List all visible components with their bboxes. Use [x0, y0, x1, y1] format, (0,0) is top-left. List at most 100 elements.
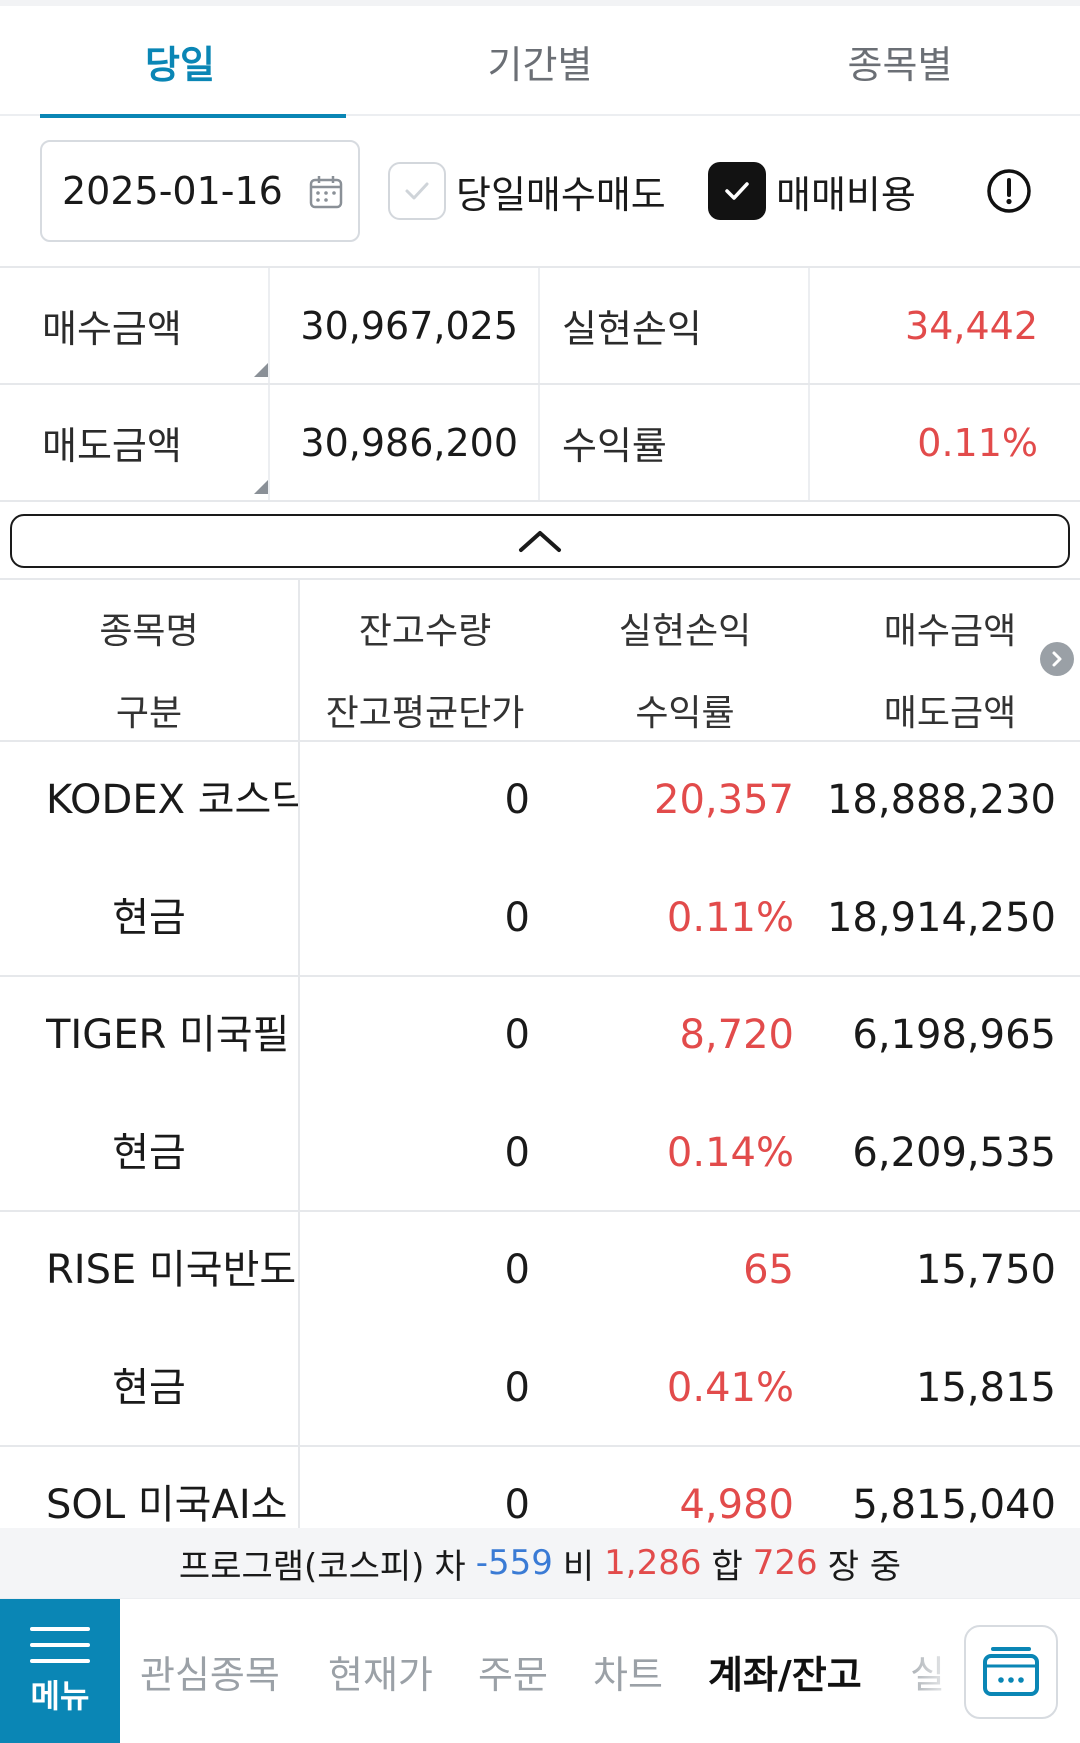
- header-realized-pnl: 실현손익: [618, 611, 752, 652]
- summary-row-buy: 매수금액 30,967,025 실현손익 34,442: [0, 268, 1080, 385]
- trade-type: 현금: [112, 895, 186, 941]
- trade-cost-checkbox[interactable]: [708, 162, 766, 220]
- quick-input-button[interactable]: [964, 1625, 1058, 1719]
- nav-current-price[interactable]: 현재가: [328, 1653, 433, 1697]
- return-rate: 0.41%: [666, 1365, 794, 1411]
- buy-amount-value: 30,967,025: [270, 268, 540, 383]
- stock-name: RISE 미국반도: [46, 1247, 297, 1293]
- header-avg-price: 잔고평균단가: [325, 693, 525, 734]
- buy-amount-label: 매수금액: [42, 307, 182, 351]
- balance-qty: 0: [504, 1247, 530, 1293]
- ticker-nondiff-label: 비: [562, 1546, 595, 1587]
- trade-type: 현금: [112, 1365, 186, 1411]
- sell-amount: 6,209,535: [852, 1130, 1056, 1176]
- header-stock-name: 종목명: [99, 611, 199, 652]
- hamburger-icon: [30, 1626, 90, 1663]
- column-divider: [298, 742, 300, 1528]
- bottom-nav: 메뉴 관심종목 현재가 주문 차트 계좌/잔고 실: [0, 1598, 1080, 1743]
- nav-account-balance[interactable]: 계좌/잔고: [708, 1653, 862, 1697]
- buy-amount: 5,815,040: [852, 1482, 1056, 1528]
- header-type: 구분: [115, 693, 183, 734]
- header-sell-amount: 매도금액: [883, 693, 1017, 734]
- chevron-right-icon: [1052, 651, 1062, 667]
- header-return-rate: 수익률: [635, 693, 735, 734]
- trade-list: KODEX 코스닥 현금 0 0 20,357 0.11% 18,888,230…: [0, 742, 1080, 1528]
- scroll-right-button[interactable]: [1040, 642, 1074, 676]
- ticker-nondiff-value: 1,286: [604, 1543, 702, 1583]
- sell-amount-value: 30,986,200: [270, 385, 540, 500]
- dropdown-corner-icon: [254, 480, 268, 494]
- list-item[interactable]: RISE 미국반도 현금 0 0 65 0.41% 15,750 15,815: [0, 1212, 1080, 1447]
- realized-pnl: 4,980: [679, 1482, 794, 1528]
- column-divider: [298, 580, 300, 744]
- keyboard-icon: [983, 1647, 1039, 1696]
- buy-amount: 6,198,965: [852, 1012, 1056, 1058]
- calendar-icon[interactable]: [308, 174, 344, 210]
- summary-row-sell: 매도금액 30,986,200 수익률 0.11%: [0, 385, 1080, 502]
- balance-qty: 0: [504, 1012, 530, 1058]
- chevron-up-icon: [519, 531, 561, 552]
- buy-amount-label-cell[interactable]: 매수금액: [0, 268, 270, 383]
- return-rate-label: 수익률: [540, 385, 810, 500]
- market-status: 장 중: [827, 1546, 902, 1587]
- status-strip: [0, 0, 1080, 6]
- buy-amount: 18,888,230: [826, 777, 1056, 823]
- filter-row: 2025-01-16 당일매수매도 매매비용: [0, 118, 1080, 268]
- sell-amount: 15,815: [916, 1365, 1056, 1411]
- avg-price: 0: [504, 1130, 530, 1176]
- sell-amount-label: 매도금액: [42, 424, 182, 468]
- ticker-diff-value: -559: [475, 1543, 553, 1583]
- same-day-trade-label[interactable]: 당일매수매도: [456, 172, 666, 217]
- buy-amount: 15,750: [916, 1247, 1056, 1293]
- trade-type: 현금: [112, 1130, 186, 1176]
- realized-pnl: 8,720: [679, 1012, 794, 1058]
- nav-chart[interactable]: 차트: [593, 1653, 663, 1697]
- tab-period[interactable]: 기간별: [487, 42, 593, 87]
- sell-amount: 18,914,250: [826, 895, 1056, 941]
- dropdown-corner-icon: [254, 363, 268, 377]
- ticker-label: 프로그램(코스피): [178, 1546, 425, 1587]
- return-rate: 0.11%: [666, 895, 794, 941]
- nav-order[interactable]: 주문: [478, 1653, 548, 1697]
- tab-today[interactable]: 당일: [0, 6, 360, 118]
- balance-qty: 0: [504, 1482, 530, 1528]
- sell-amount-label-cell[interactable]: 매도금액: [0, 385, 270, 500]
- list-header: 종목명 구분 잔고수량 잔고평균단가 실현손익 수익률 매수금액 매도금액: [0, 578, 1080, 744]
- list-item[interactable]: TIGER 미국필 현금 0 0 8,720 0.14% 6,198,965 6…: [0, 977, 1080, 1212]
- stock-name: SOL 미국AI소: [46, 1482, 288, 1528]
- menu-label: 메뉴: [30, 1676, 90, 1715]
- realized-pnl: 65: [743, 1247, 794, 1293]
- date-value: 2025-01-16: [62, 169, 283, 213]
- info-icon[interactable]: [986, 168, 1032, 214]
- ticker-diff-label: 차: [434, 1546, 466, 1587]
- avg-price: 0: [504, 1365, 530, 1411]
- realized-pnl-label: 실현손익: [540, 268, 810, 383]
- return-rate: 0.14%: [666, 1130, 794, 1176]
- header-buy-amount: 매수금액: [883, 611, 1017, 652]
- stock-name: TIGER 미국필: [46, 1012, 290, 1058]
- date-picker[interactable]: 2025-01-16: [40, 140, 360, 242]
- summary-grid: 매수금액 30,967,025 실현손익 34,442 매도금액 30,986,…: [0, 266, 1080, 502]
- collapse-summary-button[interactable]: [10, 514, 1070, 568]
- menu-button[interactable]: 메뉴: [0, 1599, 120, 1743]
- return-rate-value: 0.11%: [917, 420, 1038, 465]
- check-icon: [405, 182, 429, 200]
- avg-price: 0: [504, 895, 530, 941]
- list-item[interactable]: KODEX 코스닥 현금 0 0 20,357 0.11% 18,888,230…: [0, 742, 1080, 977]
- same-day-trade-checkbox[interactable]: [388, 162, 446, 220]
- nav-watchlist[interactable]: 관심종목: [140, 1653, 280, 1697]
- stock-name: KODEX 코스닥: [46, 777, 298, 823]
- list-item[interactable]: SOL 미국AI소 현금 0 0 4,980 5,815,040: [0, 1447, 1080, 1528]
- ticker-sum-value: 726: [752, 1543, 818, 1583]
- trade-cost-label[interactable]: 매매비용: [776, 172, 916, 217]
- realized-pnl-value: 34,442: [905, 303, 1038, 348]
- tab-by-stock[interactable]: 종목별: [847, 42, 953, 87]
- realized-pnl: 20,357: [654, 777, 794, 823]
- header-balance-qty: 잔고수량: [358, 611, 492, 652]
- check-icon: [725, 182, 749, 200]
- tab-bar: 당일 기간별 종목별: [0, 6, 1080, 118]
- ticker-sum-label: 합: [711, 1546, 743, 1587]
- program-trading-ticker[interactable]: 프로그램(코스피) 차 -559 비 1,286 합 726 장 중: [0, 1528, 1080, 1598]
- balance-qty: 0: [504, 777, 530, 823]
- nav-fade: [900, 1599, 960, 1743]
